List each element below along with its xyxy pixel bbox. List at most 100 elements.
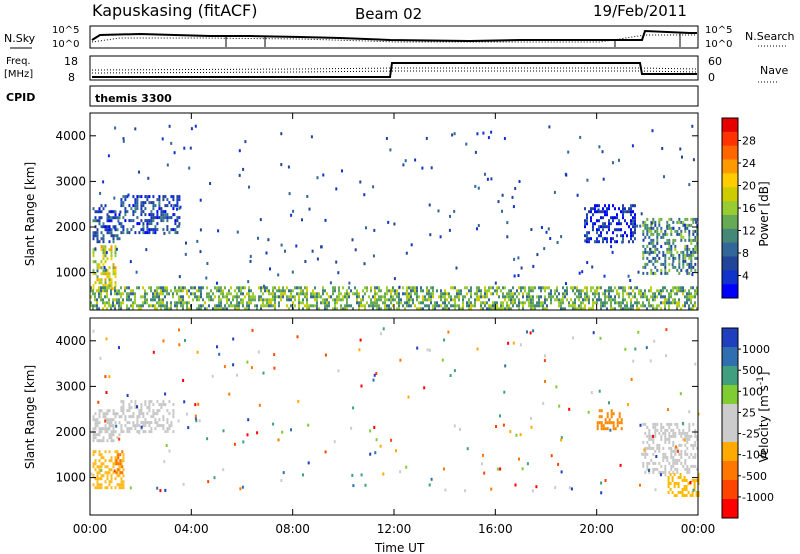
data-cell (263, 284, 265, 288)
data-cell (202, 304, 204, 308)
data-cell (104, 260, 107, 264)
data-cell (395, 449, 397, 453)
data-cell (236, 304, 238, 308)
data-cell (658, 292, 660, 296)
data-cell (166, 418, 169, 422)
data-cell (192, 292, 194, 296)
data-cell (506, 221, 509, 225)
data-cell (642, 238, 645, 242)
data-cell (656, 467, 659, 471)
data-cell (132, 219, 135, 223)
data-cell (122, 474, 125, 478)
data-cell (660, 428, 663, 432)
data-cell (648, 431, 651, 435)
data-cell (160, 219, 163, 223)
data-cell (642, 295, 644, 299)
data-cell (162, 289, 164, 293)
data-cell (680, 452, 683, 456)
data-cell (146, 231, 149, 235)
data-cell (148, 201, 151, 205)
data-cell (584, 222, 586, 226)
data-cell (690, 259, 693, 263)
data-cell (694, 452, 697, 456)
data-cell (144, 295, 146, 299)
data-cell (96, 234, 99, 238)
data-cell (104, 480, 107, 484)
data-cell (108, 275, 111, 279)
data-cell (302, 298, 304, 302)
colorbar-swatch (722, 131, 738, 147)
data-cell (646, 464, 649, 468)
data-cell (370, 301, 372, 305)
data-cell (512, 286, 514, 290)
data-cell (644, 452, 647, 456)
data-cell (112, 433, 115, 437)
data-cell (208, 304, 210, 308)
data-cell (98, 409, 101, 413)
data-cell (594, 204, 596, 208)
data-cell (620, 301, 622, 305)
data-cell (642, 256, 645, 260)
data-cell (274, 286, 276, 290)
data-cell (166, 307, 168, 311)
data-cell (130, 304, 132, 308)
data-cell (108, 278, 111, 282)
data-cell (528, 286, 530, 290)
data-cell (620, 210, 622, 214)
data-cell (412, 289, 414, 293)
data-cell (100, 486, 103, 490)
data-cell (572, 336, 574, 340)
data-cell (510, 292, 512, 296)
data-cell (92, 289, 94, 293)
data-cell (112, 210, 115, 214)
data-cell (608, 292, 610, 296)
data-cell (118, 486, 121, 490)
data-cell (688, 289, 690, 293)
data-cell (122, 430, 125, 434)
data-cell (601, 150, 604, 154)
data-cell (256, 304, 258, 308)
data-cell (678, 452, 681, 456)
data-cell (166, 225, 169, 229)
data-cell (92, 234, 95, 238)
data-cell (550, 292, 552, 296)
data-cell (682, 437, 685, 441)
data-cell (398, 295, 400, 299)
data-cell (416, 289, 418, 293)
data-cell (673, 482, 676, 485)
data-cell (396, 289, 398, 293)
data-cell (280, 295, 282, 299)
data-cell (194, 414, 197, 418)
data-cell (630, 286, 632, 290)
data-cell (610, 289, 612, 293)
data-cell (624, 289, 626, 293)
data-cell (654, 434, 657, 438)
data-cell (650, 434, 653, 438)
data-cell (610, 237, 612, 241)
data-cell (672, 241, 675, 245)
data-cell (680, 229, 683, 233)
noise-tick-high-right: 10^5 (705, 25, 732, 36)
data-cell (428, 483, 431, 487)
data-cell (114, 304, 116, 308)
data-cell (218, 286, 220, 290)
data-cell (684, 449, 687, 453)
data-cell (150, 222, 153, 226)
data-cell (106, 412, 109, 416)
data-cell (662, 232, 665, 236)
data-cell (198, 304, 200, 308)
data-cell (333, 440, 336, 444)
data-cell (108, 298, 110, 302)
data-cell (186, 304, 188, 308)
data-cell (98, 453, 101, 457)
data-cell (512, 298, 514, 302)
data-cell (660, 271, 663, 275)
data-cell (180, 286, 182, 290)
data-cell (693, 488, 696, 491)
data-cell (521, 467, 524, 471)
data-cell (512, 341, 515, 345)
data-cell (96, 433, 99, 437)
data-cell (693, 482, 696, 485)
data-cell (450, 298, 452, 302)
data-cell (114, 298, 116, 302)
